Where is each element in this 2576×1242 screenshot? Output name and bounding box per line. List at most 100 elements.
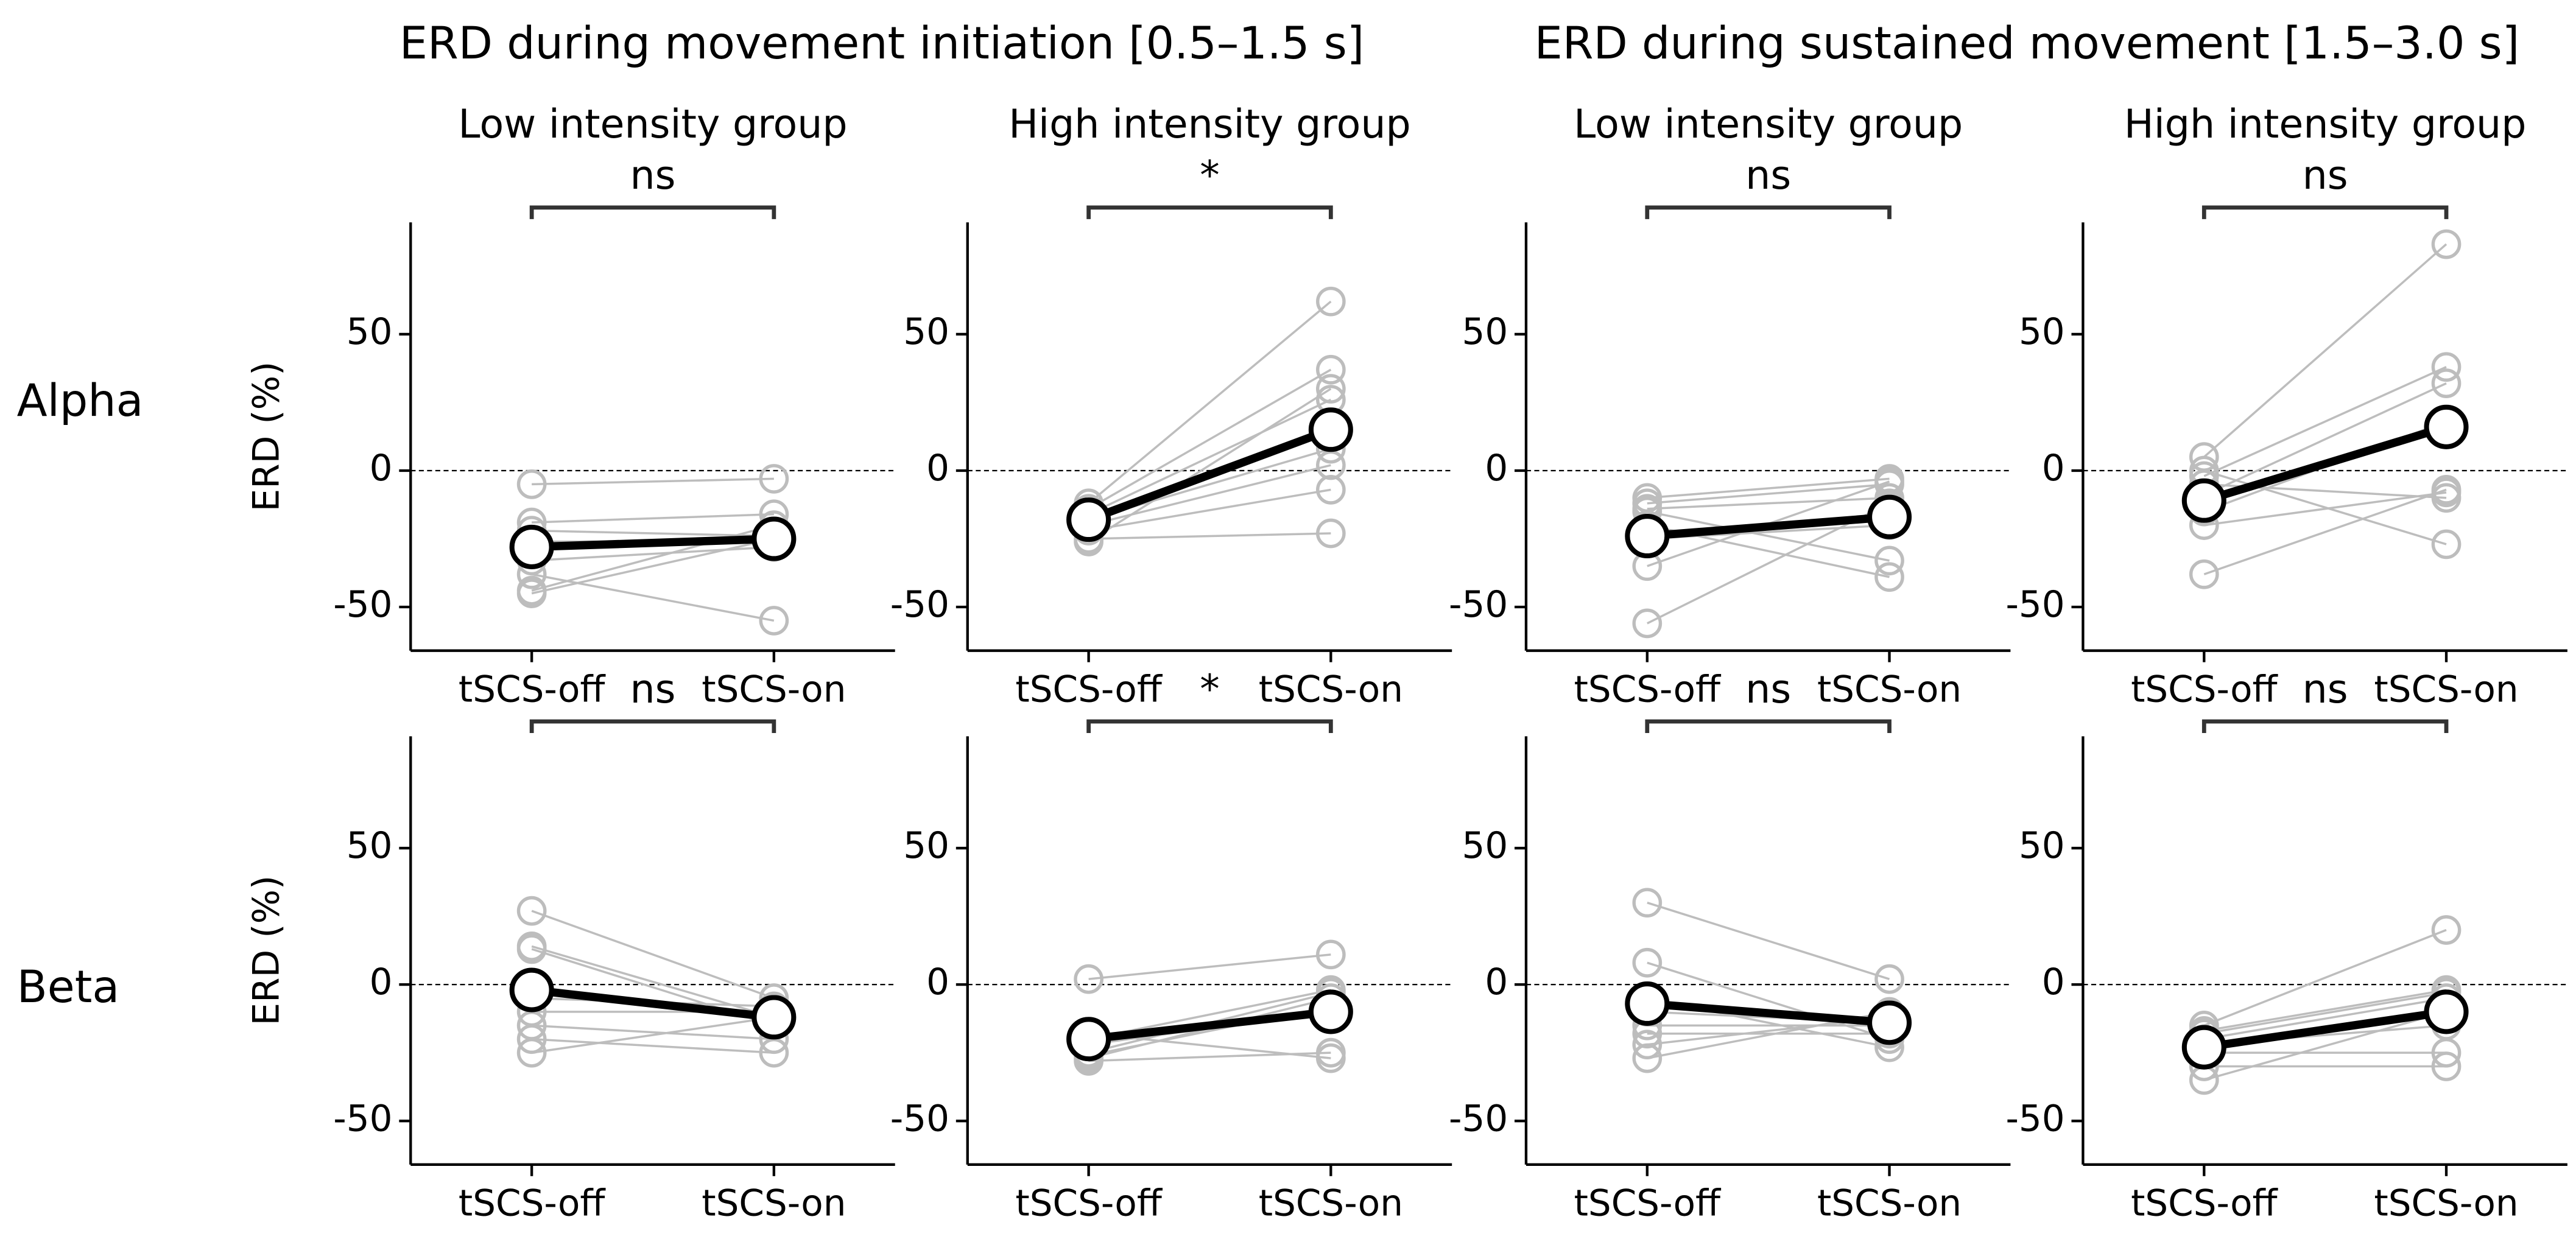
x-tick-label: tSCS-on [1817, 668, 1962, 710]
subject-line [532, 513, 774, 524]
y-tick-label: 50 [347, 825, 393, 867]
subplot: -50 0 50 tSCS-off tSCS-on ERD (%) Low intensit… [246, 102, 895, 710]
subplot-title: Low intensity group [458, 102, 847, 147]
significance-bracket [529, 719, 776, 733]
subject-marker [1315, 450, 1346, 480]
subject-line [1088, 368, 1332, 510]
subject-line [2204, 997, 2447, 1040]
y-tick-label: 0 [370, 447, 393, 489]
subject-line [532, 477, 774, 486]
subject-line [1088, 953, 1331, 980]
mean-marker [2424, 404, 2469, 449]
subject-line [1647, 477, 1890, 499]
significance-label: ns [1745, 667, 1791, 712]
subject-marker [2431, 352, 2462, 382]
subject-line [1647, 902, 1890, 980]
x-tick-label: tSCS-off [1574, 1183, 1722, 1225]
mean-marker [2424, 989, 2469, 1034]
significance-bracket [1086, 719, 1333, 733]
subject-marker [759, 606, 789, 636]
subject-marker [2431, 483, 2462, 513]
x-tick-label: tSCS-off [1574, 668, 1722, 710]
mean-marker [1867, 494, 1912, 539]
y-tick-label: -50 [890, 1098, 949, 1140]
x-tick-label: tSCS-off [459, 668, 606, 710]
subject-line [2203, 243, 2448, 458]
subject-marker [1632, 1043, 1663, 1073]
subject-marker [1074, 964, 1103, 994]
row-label: Beta [17, 961, 119, 1013]
subject-line [2204, 989, 2447, 1033]
x-tick-label: tSCS-off [1015, 668, 1163, 710]
subject-marker [1315, 354, 1346, 385]
mean-line [1087, 426, 1332, 524]
mean-marker [509, 967, 554, 1012]
subplot-title: High intensity group [2124, 102, 2527, 147]
significance-label: ns [630, 153, 676, 198]
y-tick-label: -50 [2005, 584, 2064, 626]
subject-marker [1315, 374, 1346, 404]
subject-marker [1874, 562, 1904, 592]
x-tick-label: tSCS-off [2131, 668, 2278, 710]
subject-line [1088, 388, 1332, 542]
subject-marker [2431, 368, 2462, 398]
subject-marker [1315, 518, 1346, 549]
column-title: ERD during sustained movement [1.5–3.0 s… [1535, 18, 2520, 69]
x-tick-label: tSCS-on [702, 1183, 846, 1225]
y-tick-label: 0 [2042, 961, 2065, 1003]
mean-marker [2181, 478, 2226, 523]
subplot: -50 0 50 tSCS-off tSCS-on Low intensity group… [1449, 102, 2011, 710]
y-tick-label: 50 [1462, 311, 1508, 353]
subplot-title: High intensity group [1008, 102, 1411, 147]
subject-marker [1315, 1043, 1346, 1073]
subject-line [2203, 366, 2447, 477]
subject-line [2203, 1011, 2447, 1081]
y-tick-label: -50 [333, 584, 392, 626]
mean-line [1647, 513, 1890, 541]
subplot: -50 0 50 tSCS-off tSCS-on ns [2005, 667, 2567, 1225]
subject-line [2204, 491, 2447, 527]
subject-marker [2431, 915, 2462, 945]
subject-marker [516, 934, 547, 964]
mean-line [2203, 423, 2448, 505]
significance-label: ns [2303, 667, 2348, 712]
subject-line [2204, 991, 2447, 1035]
mean-line [1088, 1008, 1332, 1044]
mean-line [2203, 1008, 2447, 1051]
subject-line [1088, 532, 1331, 540]
row-label: Alpha [17, 375, 144, 427]
subject-line [532, 546, 774, 562]
x-tick-label: tSCS-on [1259, 668, 1403, 710]
x-tick-label: tSCS-on [2374, 1183, 2518, 1225]
y-tick-label: -50 [333, 1098, 392, 1140]
y-tick-label: 50 [347, 311, 393, 353]
subject-marker [2431, 529, 2462, 560]
x-tick-label: tSCS-off [459, 1183, 606, 1225]
y-tick-label: 0 [2042, 447, 2065, 489]
subject-marker [1632, 947, 1663, 978]
mean-marker [1308, 407, 1353, 452]
subject-line [531, 910, 775, 1000]
significance-bracket [2201, 205, 2449, 219]
subject-marker [2189, 559, 2219, 589]
subject-marker [516, 896, 547, 926]
y-tick-label: -50 [1449, 584, 1508, 626]
y-tick-label: 0 [1485, 447, 1508, 489]
y-tick-label: 50 [903, 311, 949, 353]
subject-line [1088, 488, 1331, 532]
subject-marker [759, 1037, 789, 1068]
subject-marker [1315, 474, 1346, 505]
subject-marker [1632, 608, 1663, 639]
significance-label: ns [1745, 153, 1791, 198]
subject-marker [1632, 888, 1663, 918]
subject-marker [759, 464, 789, 494]
mean-marker [1867, 1000, 1912, 1045]
mean-marker [751, 516, 797, 561]
subject-line [531, 538, 775, 595]
significance-bracket [2201, 719, 2449, 733]
subject-marker [2431, 1051, 2462, 1081]
column-title: ERD during movement initiation [0.5–1.5 … [399, 18, 1364, 69]
subject-marker [516, 469, 547, 499]
significance-label: * [1200, 153, 1219, 198]
